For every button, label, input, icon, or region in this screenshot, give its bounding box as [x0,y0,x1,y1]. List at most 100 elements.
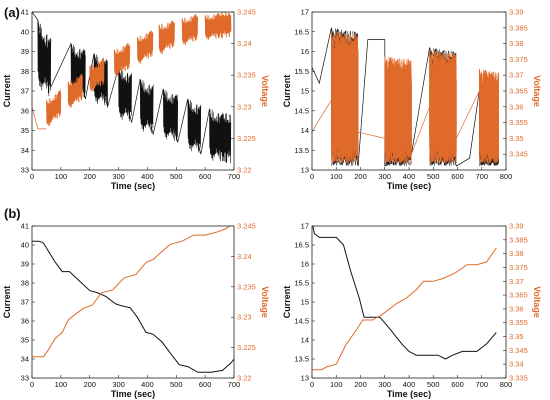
chart-a-right: 0 100 200 300 400 500 600 700 800 13 13.5 14 14.5 15 1… [282,8,542,192]
x-tick-label: 100 [55,172,68,181]
series-oscillation-segment [118,67,132,122]
y2-tick-label: 3.385 [509,23,528,32]
y2-tick-label: 3.22 [237,374,252,383]
y-tick-label: 35 [21,126,29,135]
x-tick-label: 400 [403,172,416,181]
series-current-line [32,240,234,373]
y2-tick-label: 3.35 [509,134,524,143]
series-path [312,247,497,371]
y-tick-label: 37 [21,87,29,96]
x-tick-label: 300 [378,172,391,181]
y-axis-label: Current [282,75,292,108]
x-axis-label: Time (sec) [387,389,431,399]
y2-tick-label: 3.345 [509,150,528,159]
series-oscillation-segment [331,31,359,164]
y-tick-label: 40 [21,27,29,36]
y-tick-label: 13 [301,166,309,175]
y-tick-label: 16.5 [294,241,309,250]
y-tick-label: 37 [21,298,29,307]
series-oscillation-segment [37,19,52,97]
chart-a-left: 0 100 200 300 400 500 600 700 33 34 35 36 37 38 39 40 41… [2,8,270,192]
y-tick-label: 36 [21,106,29,115]
series-oscillation-segment [46,89,62,127]
y-tick-label: 15.5 [294,279,309,288]
y2-axis-label: Voltage [260,286,270,318]
series-path [32,240,234,373]
x-tick-label: 200 [83,172,96,181]
series-oscillation-segment [139,79,154,134]
x-tick-label: 100 [330,172,343,181]
y2-tick-label: 3.245 [237,8,256,17]
series-oscillation-segment [429,49,457,164]
series-current-line [312,226,497,360]
x-tick-label: 200 [83,380,96,389]
y-tick-label: 39 [21,47,29,56]
y-tick-label: 14 [301,336,309,345]
x-tick-label: 600 [451,172,464,181]
series-voltage-line [32,226,231,358]
x-tick-label: 0 [30,380,34,389]
y-tick-label: 14.5 [294,106,309,115]
y2-tick-label: 3.38 [509,249,524,258]
series-oscillation-segment [163,88,178,141]
y-tick-label: 38 [21,67,29,76]
y-tick-label: 38 [21,279,29,288]
x-tick-label: 0 [310,380,314,389]
x-tick-label: 200 [354,172,367,181]
y-tick-label: 16 [301,260,309,269]
y2-tick-label: 3.225 [237,343,256,352]
y2-tick-label: 3.38 [509,39,524,48]
y-tick-label: 14 [301,126,309,135]
x-tick-label: 300 [378,380,391,389]
y-tick-label: 33 [21,166,29,175]
y-tick-label: 16 [301,47,309,56]
x-axis-label: Time (sec) [111,389,155,399]
y2-axis-label: Voltage [260,75,270,107]
y2-tick-label: 3.23 [237,313,252,322]
panel-label-b: (b) [4,206,21,221]
x-tick-label: 600 [451,380,464,389]
series-current-line [32,12,232,164]
y-axis-label: Current [2,75,12,108]
y2-tick-label: 3.23 [237,102,252,111]
y-tick-label: 34 [21,146,29,155]
chart-b-left: 0 100 200 300 400 500 600 700 33 34 35 36 37 38 39 40 41… [2,222,270,400]
y2-axis-label: Voltage [532,286,542,318]
y-tick-label: 15.5 [294,67,309,76]
y2-tick-label: 3.24 [237,39,252,48]
y-tick-label: 17 [301,8,309,17]
y-tick-label: 40 [21,241,29,250]
y2-tick-label: 3.335 [509,374,528,383]
y2-tick-label: 3.355 [509,318,528,327]
y2-tick-label: 3.375 [509,263,528,272]
x-tick-label: 300 [112,380,125,389]
y-tick-label: 14.5 [294,317,309,326]
series-oscillation-segment [67,73,83,108]
series-oscillation-segment [158,20,175,55]
panel-label-a: (a) [4,5,20,20]
y-tick-label: 13 [301,374,309,383]
x-tick-label: 200 [354,380,367,389]
y2-tick-label: 3.235 [237,71,256,80]
y2-tick-label: 3.36 [509,304,524,313]
y2-tick-label: 3.39 [509,8,524,17]
series-oscillation-segment [479,68,499,164]
series-oscillation-segment [204,12,232,41]
series-oscillation-segment [137,30,154,64]
x-tick-label: 600 [199,380,212,389]
series-voltage-line [32,12,232,130]
y-tick-label: 34 [21,355,29,364]
x-tick-label: 800 [500,172,513,181]
y2-tick-label: 3.365 [509,291,528,300]
x-axis-label: Time (sec) [387,181,431,191]
x-tick-label: 700 [228,380,241,389]
y2-tick-label: 3.375 [509,55,528,64]
y2-tick-label: 3.22 [237,166,252,175]
series-voltage-line [312,31,499,164]
y-tick-label: 13.5 [294,355,309,364]
y-axis-label: Current [282,286,292,319]
y2-tick-label: 3.365 [509,87,528,96]
series-oscillation-segment [209,108,232,164]
x-tick-label: 400 [403,380,416,389]
